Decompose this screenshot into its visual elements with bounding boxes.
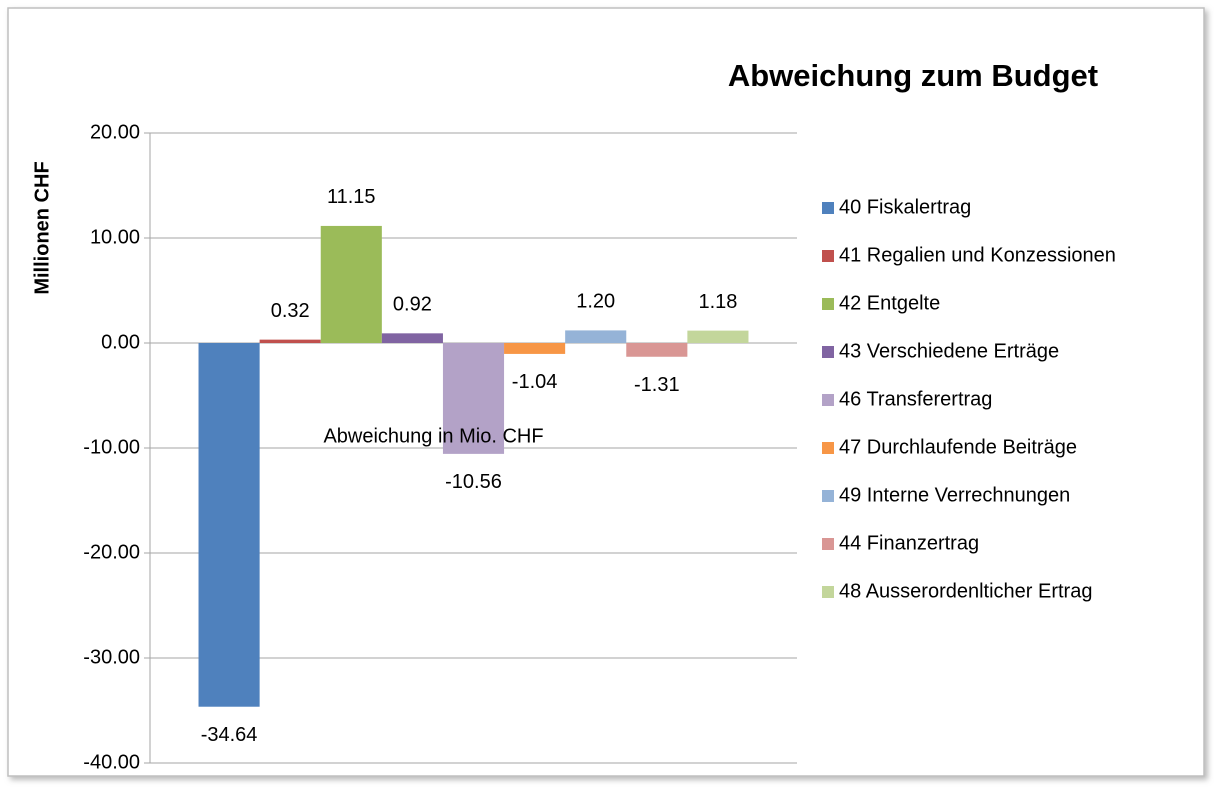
data-label: -10.56 (445, 471, 502, 493)
legend-swatch (822, 442, 834, 454)
bar (442, 343, 505, 454)
x-tick-label: Abweichung in Mio. CHF (323, 425, 543, 447)
chart-frame (7, 7, 1205, 777)
legend-label: 47 Durchlaufende Beiträge (839, 436, 1077, 458)
legend-swatch (822, 538, 834, 550)
data-label: 1.18 (698, 291, 737, 313)
legend-label: 46 Transferertrag (839, 388, 992, 410)
bar (687, 330, 749, 343)
legend-swatch (822, 394, 834, 406)
legend-label: 48 Ausserordenlticher Ertrag (839, 580, 1092, 602)
legend-label: 43 Verschiedene Erträge (839, 340, 1059, 362)
data-label: 11.15 (327, 186, 376, 208)
legend-swatch (822, 250, 834, 262)
legend-swatch (822, 586, 834, 598)
bar (626, 343, 688, 357)
data-label: 0.32 (271, 300, 310, 322)
y-tick-label: 0.00 (101, 331, 140, 353)
data-label: -1.04 (512, 371, 558, 393)
bar (259, 339, 321, 343)
y-tick-label: -40.00 (83, 751, 140, 773)
data-label: 1.20 (576, 291, 615, 313)
y-axis-label: Millionen CHF (31, 161, 53, 294)
legend-label: 44 Finanzertrag (839, 532, 979, 554)
data-label: -1.31 (634, 374, 680, 396)
chart-title: Abweichung zum Budget (728, 58, 1098, 93)
bar (198, 343, 260, 707)
legend-label: 42 Entgelte (839, 292, 940, 314)
legend-swatch (822, 298, 834, 310)
bar (565, 330, 627, 343)
data-label: -34.64 (201, 724, 258, 746)
bar (381, 333, 443, 343)
bar (320, 225, 382, 343)
data-label: 0.92 (393, 294, 432, 316)
legend-swatch (822, 346, 834, 358)
y-tick-label: -10.00 (83, 436, 140, 458)
y-tick-label: -30.00 (83, 646, 140, 668)
legend-label: 41 Regalien und Konzessionen (839, 244, 1116, 266)
legend-label: 40 Fiskalertrag (839, 196, 971, 218)
y-tick-label: -20.00 (83, 541, 140, 563)
y-tick-label: 10.00 (90, 226, 140, 248)
legend-label: 49 Interne Verrechnungen (839, 484, 1070, 506)
legend-swatch (822, 202, 834, 214)
y-tick-label: 20.00 (90, 121, 140, 143)
bar (504, 343, 566, 354)
legend-swatch (822, 490, 834, 502)
